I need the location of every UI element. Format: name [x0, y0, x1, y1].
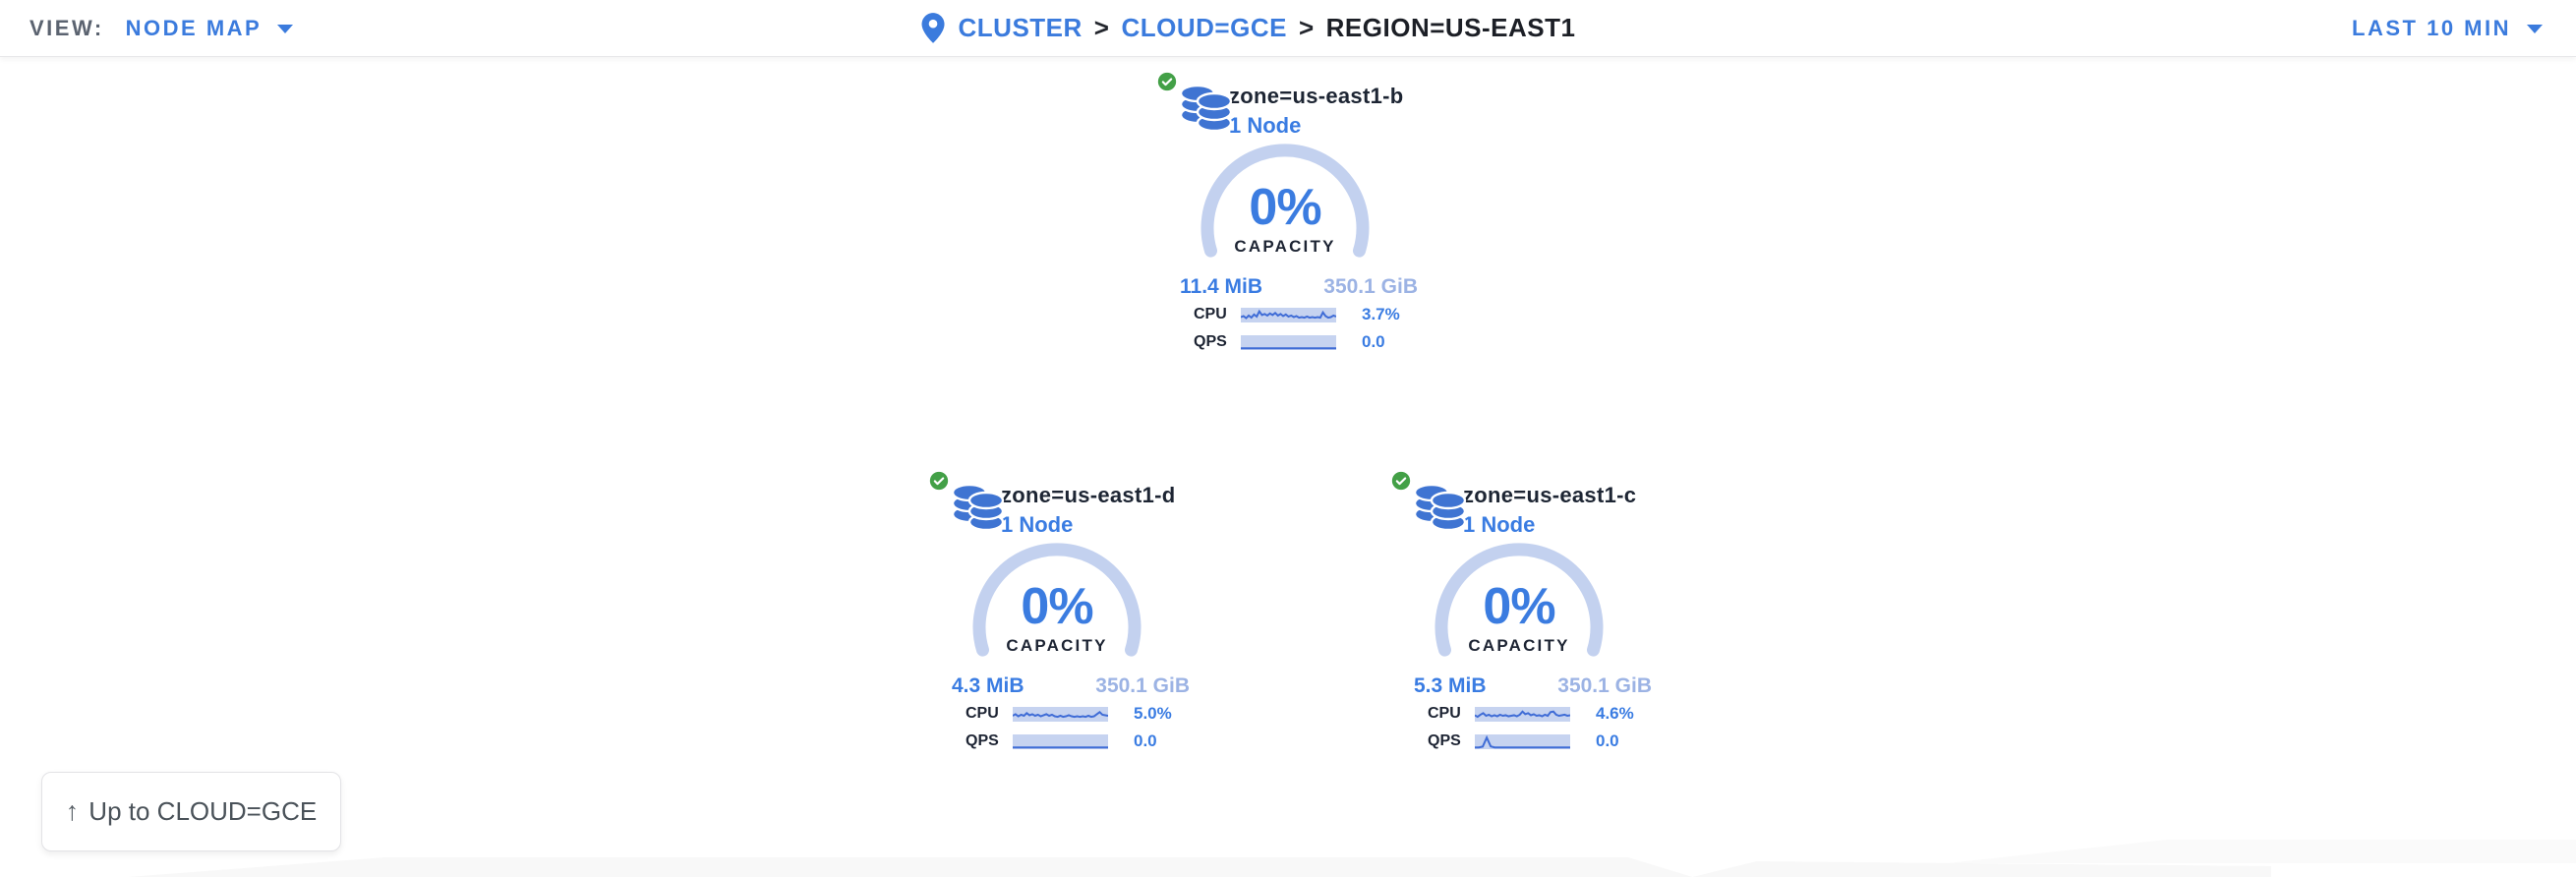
- view-selector[interactable]: VIEW: NODE MAP: [29, 15, 294, 41]
- qps-sparkline: [1241, 334, 1336, 350]
- gauge-arc: [1200, 144, 1370, 258]
- arrow-up-icon: ↑: [65, 796, 80, 826]
- qps-sparkline: [1475, 733, 1570, 749]
- zone-name: zone=us-east1-d: [1001, 483, 1176, 507]
- time-range-value: LAST 10 MIN: [2352, 15, 2511, 40]
- zone-card-us-east1-d[interactable]: zone=us-east1-d 1 Node 0% CAPACITY 4.3 M…: [924, 466, 1211, 761]
- world-map-landmass: [1947, 840, 2576, 863]
- zone-card-us-east1-b[interactable]: zone=us-east1-b 1 Node 0% CAPACITY 11.4 …: [1152, 67, 1439, 362]
- capacity-gauge: 0% CAPACITY: [959, 542, 1155, 668]
- database-stack-icon: [1179, 84, 1233, 132]
- capacity-gauge: 0% CAPACITY: [1187, 143, 1383, 268]
- capacity-percentage: 0%: [1021, 578, 1093, 635]
- breadcrumb-separator: >: [1298, 13, 1315, 42]
- cpu-value: 5.0%: [1134, 704, 1172, 723]
- healthy-check-icon: [1388, 468, 1414, 494]
- zone-card-us-east1-c[interactable]: zone=us-east1-c 1 Node 0% CAPACITY 5.3 M…: [1386, 466, 1673, 761]
- topbar: VIEW: NODE MAP CLUSTER > CLOUD=GCE > REG…: [0, 0, 2576, 57]
- node-count: 1 Node: [1001, 512, 1074, 537]
- chevron-down-icon: [277, 25, 294, 33]
- world-map-landmass: [128, 857, 2271, 877]
- cpu-sparkline: [1013, 706, 1108, 722]
- breadcrumb-current: REGION=US-EAST1: [1325, 13, 1576, 42]
- cpu-value: 3.7%: [1362, 305, 1400, 323]
- capacity-label: CAPACITY: [1468, 636, 1570, 655]
- time-range-selector[interactable]: LAST 10 MIN: [2352, 16, 2543, 41]
- capacity-used: 11.4 MiB: [1180, 275, 1263, 298]
- capacity-used: 4.3 MiB: [952, 674, 1025, 697]
- database-stack-icon: [1413, 483, 1467, 531]
- qps-label: QPS: [1428, 732, 1461, 749]
- cpu-value: 4.6%: [1596, 704, 1634, 723]
- healthy-check-icon: [926, 468, 952, 494]
- up-to-parent-button[interactable]: ↑ Up to CLOUD=GCE: [41, 772, 341, 851]
- qps-value: 0.0: [1596, 731, 1619, 750]
- qps-label: QPS: [1194, 333, 1227, 350]
- cpu-label: CPU: [966, 705, 999, 722]
- capacity-total: 350.1 GiB: [1557, 674, 1652, 697]
- zone-name: zone=us-east1-b: [1229, 84, 1404, 108]
- cpu-sparkline: [1475, 706, 1570, 722]
- breadcrumb: CLUSTER > CLOUD=GCE > REGION=US-EAST1: [921, 13, 1576, 43]
- database-stack-icon: [951, 483, 1005, 531]
- cpu-label: CPU: [1428, 705, 1461, 722]
- qps-value: 0.0: [1134, 731, 1157, 750]
- breadcrumb-cloud-link[interactable]: CLOUD=GCE: [1121, 13, 1287, 42]
- view-value: NODE MAP: [125, 15, 263, 40]
- zone-name: zone=us-east1-c: [1463, 483, 1637, 507]
- healthy-check-icon: [1154, 69, 1180, 94]
- qps-label: QPS: [966, 732, 999, 749]
- view-label: VIEW:: [29, 15, 104, 40]
- qps-sparkline: [1013, 733, 1108, 749]
- cpu-sparkline: [1241, 307, 1336, 322]
- capacity-used: 5.3 MiB: [1414, 674, 1487, 697]
- node-count: 1 Node: [1463, 512, 1536, 537]
- capacity-label: CAPACITY: [1006, 636, 1108, 655]
- up-button-label: Up to CLOUD=GCE: [88, 796, 318, 826]
- cpu-label: CPU: [1194, 306, 1227, 322]
- capacity-total: 350.1 GiB: [1323, 275, 1418, 298]
- location-pin-icon: [921, 13, 945, 43]
- breadcrumb-cluster-link[interactable]: CLUSTER: [958, 13, 1083, 42]
- gauge-arc: [1434, 543, 1604, 657]
- breadcrumb-separator: >: [1093, 13, 1110, 42]
- capacity-label: CAPACITY: [1234, 237, 1336, 256]
- capacity-percentage: 0%: [1483, 578, 1555, 635]
- node-count: 1 Node: [1229, 113, 1302, 138]
- capacity-percentage: 0%: [1249, 179, 1321, 236]
- capacity-gauge: 0% CAPACITY: [1421, 542, 1617, 668]
- gauge-arc: [972, 543, 1142, 657]
- chevron-down-icon: [2527, 25, 2543, 33]
- capacity-total: 350.1 GiB: [1095, 674, 1190, 697]
- qps-value: 0.0: [1362, 332, 1385, 351]
